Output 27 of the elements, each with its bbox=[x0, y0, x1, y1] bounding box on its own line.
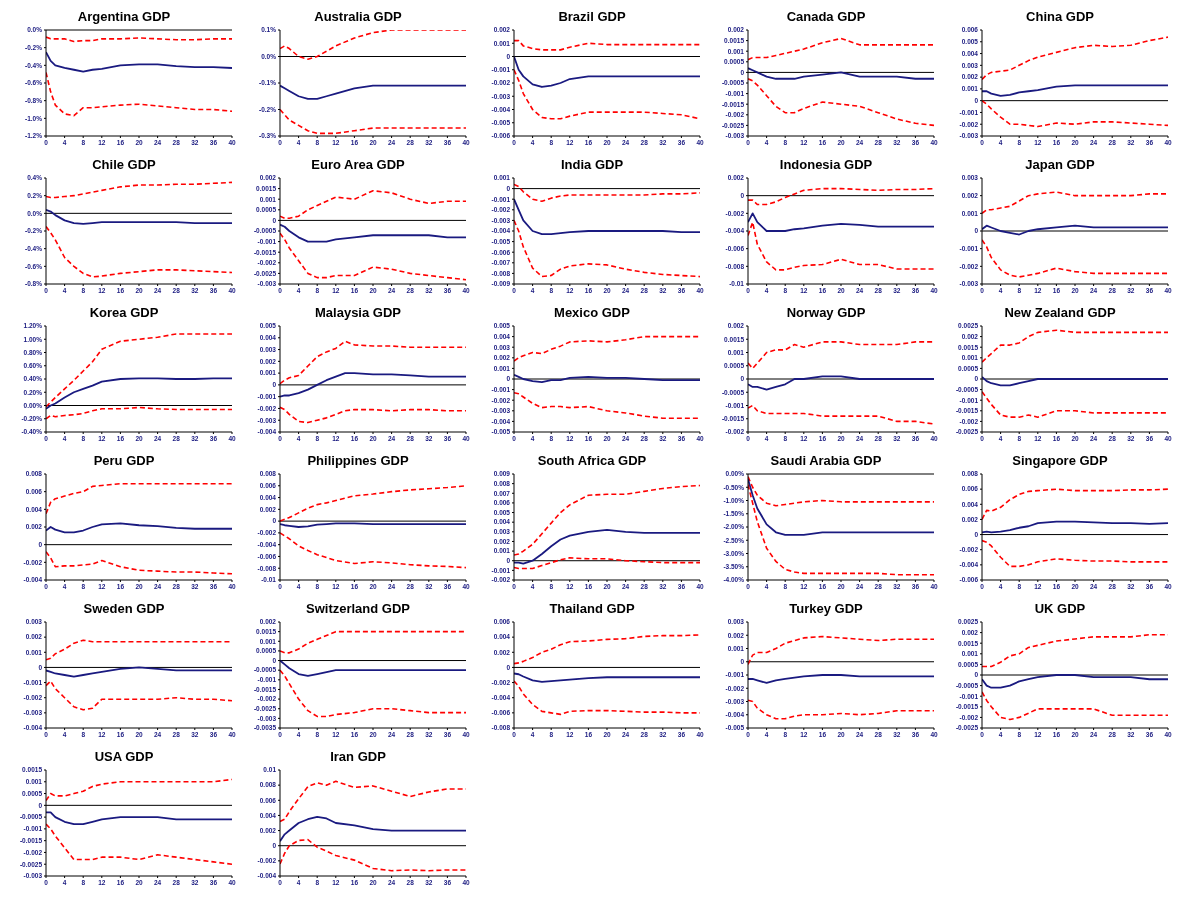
chart-title: Canada GDP bbox=[785, 8, 867, 26]
chart-title: South Africa GDP bbox=[536, 452, 648, 470]
chart-title: Singapore GDP bbox=[1011, 452, 1109, 470]
chart-title: Australia GDP bbox=[313, 8, 403, 26]
chart-title: Iran GDP bbox=[329, 748, 387, 766]
chart-title: India GDP bbox=[559, 156, 625, 174]
chart-title: New Zealand GDP bbox=[1003, 304, 1117, 322]
chart-title: Argentina GDP bbox=[76, 8, 172, 26]
chart-title: Peru GDP bbox=[92, 452, 156, 470]
chart-title: Malaysia GDP bbox=[314, 304, 402, 322]
chart-title: Sweden GDP bbox=[82, 600, 166, 618]
chart-title: Thailand GDP bbox=[548, 600, 636, 618]
chart-title: Philippines GDP bbox=[306, 452, 410, 470]
chart-title: Japan GDP bbox=[1024, 156, 1096, 174]
chart-title: Euro Area GDP bbox=[310, 156, 406, 174]
chart-title: Norway GDP bbox=[785, 304, 867, 322]
chart-title: Saudi Arabia GDP bbox=[769, 452, 883, 470]
chart-title: USA GDP bbox=[93, 748, 155, 766]
chart-title: Korea GDP bbox=[88, 304, 160, 322]
chart-title: Switzerland GDP bbox=[305, 600, 411, 618]
chart-title: China GDP bbox=[1025, 8, 1095, 26]
chart-title: Indonesia GDP bbox=[778, 156, 874, 174]
chart-title: Turkey GDP bbox=[788, 600, 864, 618]
chart-title: UK GDP bbox=[1033, 600, 1087, 618]
chart-title: Mexico GDP bbox=[553, 304, 631, 322]
chart-title: Chile GDP bbox=[91, 156, 157, 174]
chart-title: Brazil GDP bbox=[557, 8, 627, 26]
